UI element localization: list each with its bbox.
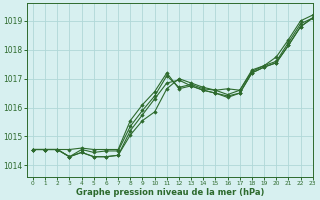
X-axis label: Graphe pression niveau de la mer (hPa): Graphe pression niveau de la mer (hPa) bbox=[76, 188, 264, 197]
